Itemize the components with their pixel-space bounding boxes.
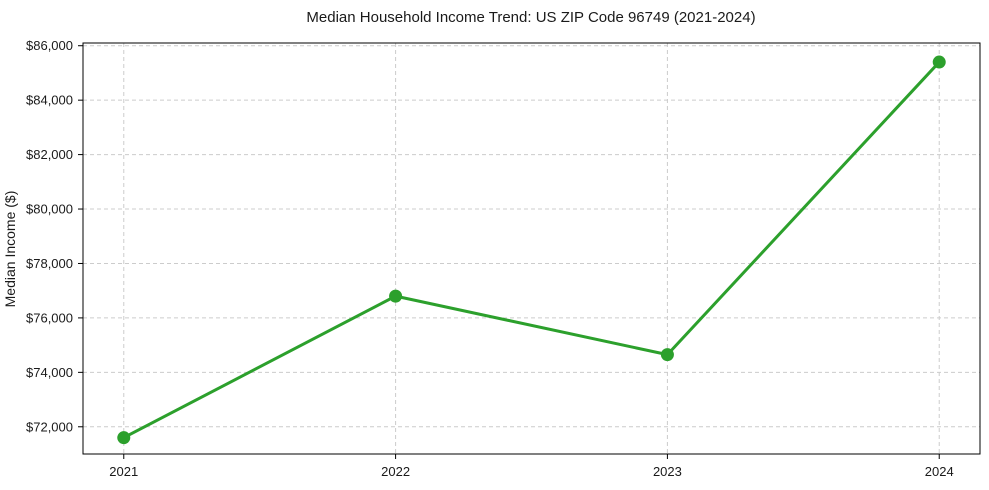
x-tick-label: 2024 <box>925 464 954 479</box>
plot-frame <box>82 42 981 455</box>
x-tick-label: 2022 <box>381 464 410 479</box>
x-tick-label: 2023 <box>653 464 682 479</box>
income-trend-line <box>122 60 941 440</box>
y-tick-label: $72,000 <box>26 419 73 434</box>
data-point-2021 <box>117 431 131 445</box>
y-tick-label: $78,000 <box>26 256 73 271</box>
y-tick-label: $80,000 <box>26 202 73 217</box>
x-tick-label: 2021 <box>109 464 138 479</box>
chart-plot-area: $72,000 $74,000 $76,000 $78,000 $80,000 $82,0… <box>26 38 981 479</box>
y-tick-label: $82,000 <box>26 147 73 162</box>
chart-title: Median Household Income Trend: US ZIP Co… <box>306 9 755 26</box>
y-tick-label: $74,000 <box>26 365 73 380</box>
gridlines <box>83 43 980 454</box>
y-tick-label: $76,000 <box>26 310 73 325</box>
y-tick-label: $86,000 <box>26 38 73 53</box>
data-point-2023 <box>660 348 674 362</box>
data-point-2022 <box>389 289 403 303</box>
y-axis-label: Median Income ($) <box>2 191 18 308</box>
y-tick-label: $84,000 <box>26 93 73 108</box>
data-point-2024 <box>932 55 946 69</box>
